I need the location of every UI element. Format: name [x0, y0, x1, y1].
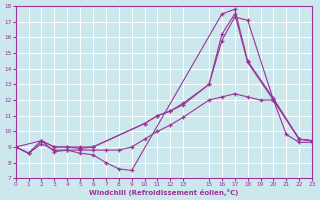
- X-axis label: Windchill (Refroidissement éolien,°C): Windchill (Refroidissement éolien,°C): [89, 189, 239, 196]
